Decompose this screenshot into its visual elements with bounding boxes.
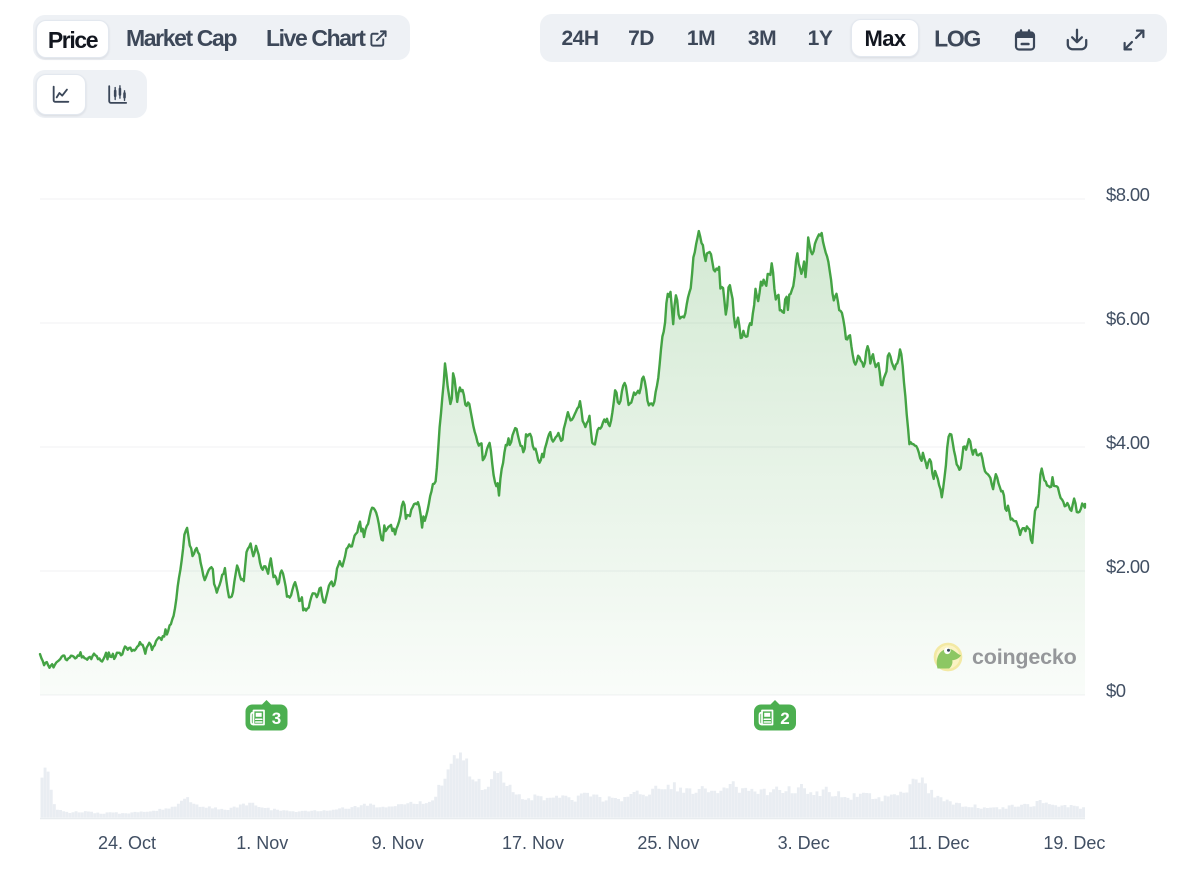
svg-text:25. Nov: 25. Nov <box>637 833 699 853</box>
svg-text:2: 2 <box>780 709 789 728</box>
svg-text:11. Dec: 11. Dec <box>909 833 970 853</box>
svg-text:3. Dec: 3. Dec <box>778 833 830 853</box>
svg-text:$2.00: $2.00 <box>1106 556 1150 577</box>
svg-text:19. Dec: 19. Dec <box>1043 833 1105 853</box>
svg-text:24. Oct: 24. Oct <box>98 833 156 853</box>
svg-text:3: 3 <box>272 709 281 728</box>
svg-text:17. Nov: 17. Nov <box>502 833 564 853</box>
svg-text:$8.00: $8.00 <box>1106 184 1150 205</box>
svg-text:1. Nov: 1. Nov <box>236 833 288 853</box>
svg-text:9. Nov: 9. Nov <box>372 833 424 853</box>
svg-text:$0: $0 <box>1106 680 1126 701</box>
svg-text:coingecko: coingecko <box>972 645 1077 669</box>
svg-text:$4.00: $4.00 <box>1106 432 1150 453</box>
svg-text:$6.00: $6.00 <box>1106 308 1150 329</box>
